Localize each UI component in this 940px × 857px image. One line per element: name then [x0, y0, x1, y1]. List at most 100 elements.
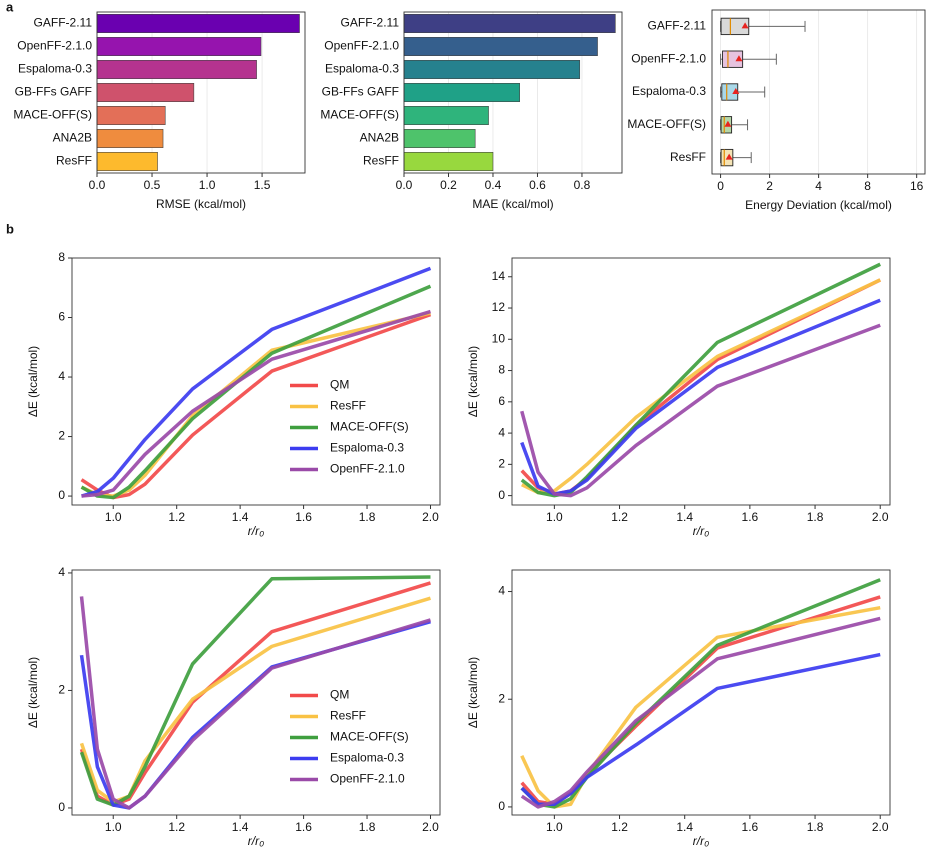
line-series [79, 581, 431, 807]
line-series [520, 616, 881, 809]
line-series [520, 652, 881, 806]
x-tick-label: 1.4 [232, 820, 249, 834]
x-tick-label: 2.0 [422, 510, 439, 524]
y-tick-label: 4 [58, 565, 65, 579]
legend-label: Espaloma-0.3 [330, 441, 404, 455]
x-tick-label: 16 [910, 179, 924, 193]
x-tick-label: 0 [717, 179, 724, 193]
y-tick-label: GAFF-2.11 [648, 19, 707, 33]
bar [403, 152, 494, 172]
y-tick-label: 0 [498, 488, 505, 502]
x-tick-label: 1.4 [232, 510, 249, 524]
bar [403, 36, 598, 56]
plot-frame [403, 11, 623, 174]
x-tick-label: 2.0 [422, 820, 439, 834]
line-series [520, 298, 881, 496]
x-axis-label: Energy Deviation (kcal/mol) [745, 198, 892, 212]
y-tick-label: ResFF [363, 154, 399, 168]
plot-frame [511, 569, 891, 816]
x-tick-label: 0.0 [89, 178, 106, 192]
line-series [520, 278, 881, 496]
mean-marker [741, 22, 749, 29]
x-tick-label: 0.8 [574, 178, 591, 192]
x-tick-label: 0.2 [440, 178, 457, 192]
y-axis-label: ΔE (kcal/mol) [26, 657, 40, 728]
bar [96, 152, 158, 172]
x-tick-label: 1.5 [254, 178, 271, 192]
x-tick-label: 4 [815, 179, 822, 193]
y-tick-label: 12 [492, 300, 506, 314]
y-tick-label: ResFF [670, 150, 706, 164]
panel-label: b [6, 221, 14, 236]
x-tick-label: 1.6 [295, 820, 312, 834]
y-tick-label: 10 [492, 331, 506, 345]
y-tick-label: 8 [58, 250, 65, 264]
y-tick-label: Espaloma-0.3 [325, 62, 399, 76]
line-series [520, 605, 881, 809]
y-tick-label: GAFF-2.11 [341, 16, 400, 30]
x-tick-label: 2.0 [872, 820, 889, 834]
line-series [80, 284, 432, 500]
y-tick-label: MACE-OFF(S) [627, 117, 706, 131]
plot-frame [71, 569, 441, 816]
y-tick-label: MACE-OFF(S) [320, 108, 399, 122]
legend-label: ResFF [330, 399, 366, 413]
y-axis-label: ΔE (kcal/mol) [466, 657, 480, 728]
x-tick-label: 0.0 [396, 178, 413, 192]
y-tick-label: 2 [58, 429, 65, 443]
y-tick-label: 8 [498, 363, 505, 377]
mean-marker [732, 88, 740, 94]
y-tick-label: GB-FFs GAFF [322, 85, 399, 99]
y-tick-label: Espaloma-0.3 [18, 62, 92, 76]
x-tick-label: 1.2 [168, 510, 185, 524]
y-tick-label: 4 [498, 425, 505, 439]
x-tick-label: 1.8 [359, 510, 376, 524]
y-axis-label: ΔE (kcal/mol) [26, 346, 40, 417]
y-tick-label: 4 [498, 584, 505, 598]
x-tick-label: 1.2 [168, 820, 185, 834]
bar [96, 106, 166, 126]
y-tick-label: 2 [498, 457, 505, 471]
x-tick-label: 1.0 [546, 510, 563, 524]
mean-marker [735, 55, 743, 62]
y-tick-label: GAFF-2.11 [34, 16, 93, 30]
line-series [79, 596, 431, 810]
x-tick-label: 1.6 [742, 820, 759, 834]
x-tick-label: 0.6 [529, 178, 546, 192]
legend-label: OpenFF-2.1.0 [330, 772, 405, 786]
x-tick-label: 1.8 [359, 820, 376, 834]
bar [96, 129, 164, 149]
y-tick-label: 6 [498, 394, 505, 408]
mean-marker [724, 120, 732, 127]
x-tick-label: 1.0 [105, 820, 122, 834]
x-tick-label: 1.2 [611, 820, 628, 834]
legend-label: QM [330, 688, 349, 702]
y-tick-label: 2 [58, 683, 65, 697]
bar [96, 83, 195, 103]
line-series [520, 323, 881, 498]
x-axis-label: r/r₀ [248, 834, 264, 848]
x-tick-label: 0.5 [144, 178, 161, 192]
bar [403, 83, 520, 103]
x-tick-label: 2 [766, 179, 773, 193]
box [720, 17, 750, 36]
y-tick-label: 0 [498, 799, 505, 813]
x-tick-label: 1.2 [611, 510, 628, 524]
x-axis-label: RMSE (kcal/mol) [156, 197, 246, 211]
legend-label: MACE-OFF(S) [330, 420, 409, 434]
x-axis-label: MAE (kcal/mol) [472, 197, 553, 211]
y-axis-label: ΔE (kcal/mol) [466, 346, 480, 417]
legend-label: ResFF [330, 709, 366, 723]
y-tick-label: ANA2B [53, 131, 92, 145]
x-axis-label: r/r₀ [248, 524, 264, 538]
y-tick-label: OpenFF-2.1.0 [17, 39, 92, 53]
x-tick-label: 1.6 [742, 510, 759, 524]
line-series [79, 575, 431, 807]
y-tick-label: 4 [58, 369, 65, 383]
y-tick-label: Espaloma-0.3 [632, 84, 706, 98]
x-tick-label: 2.0 [872, 510, 889, 524]
x-tick-label: 1.8 [807, 510, 824, 524]
x-tick-label: 8 [864, 179, 871, 193]
x-tick-label: 1.6 [295, 510, 312, 524]
line-series [521, 278, 881, 495]
